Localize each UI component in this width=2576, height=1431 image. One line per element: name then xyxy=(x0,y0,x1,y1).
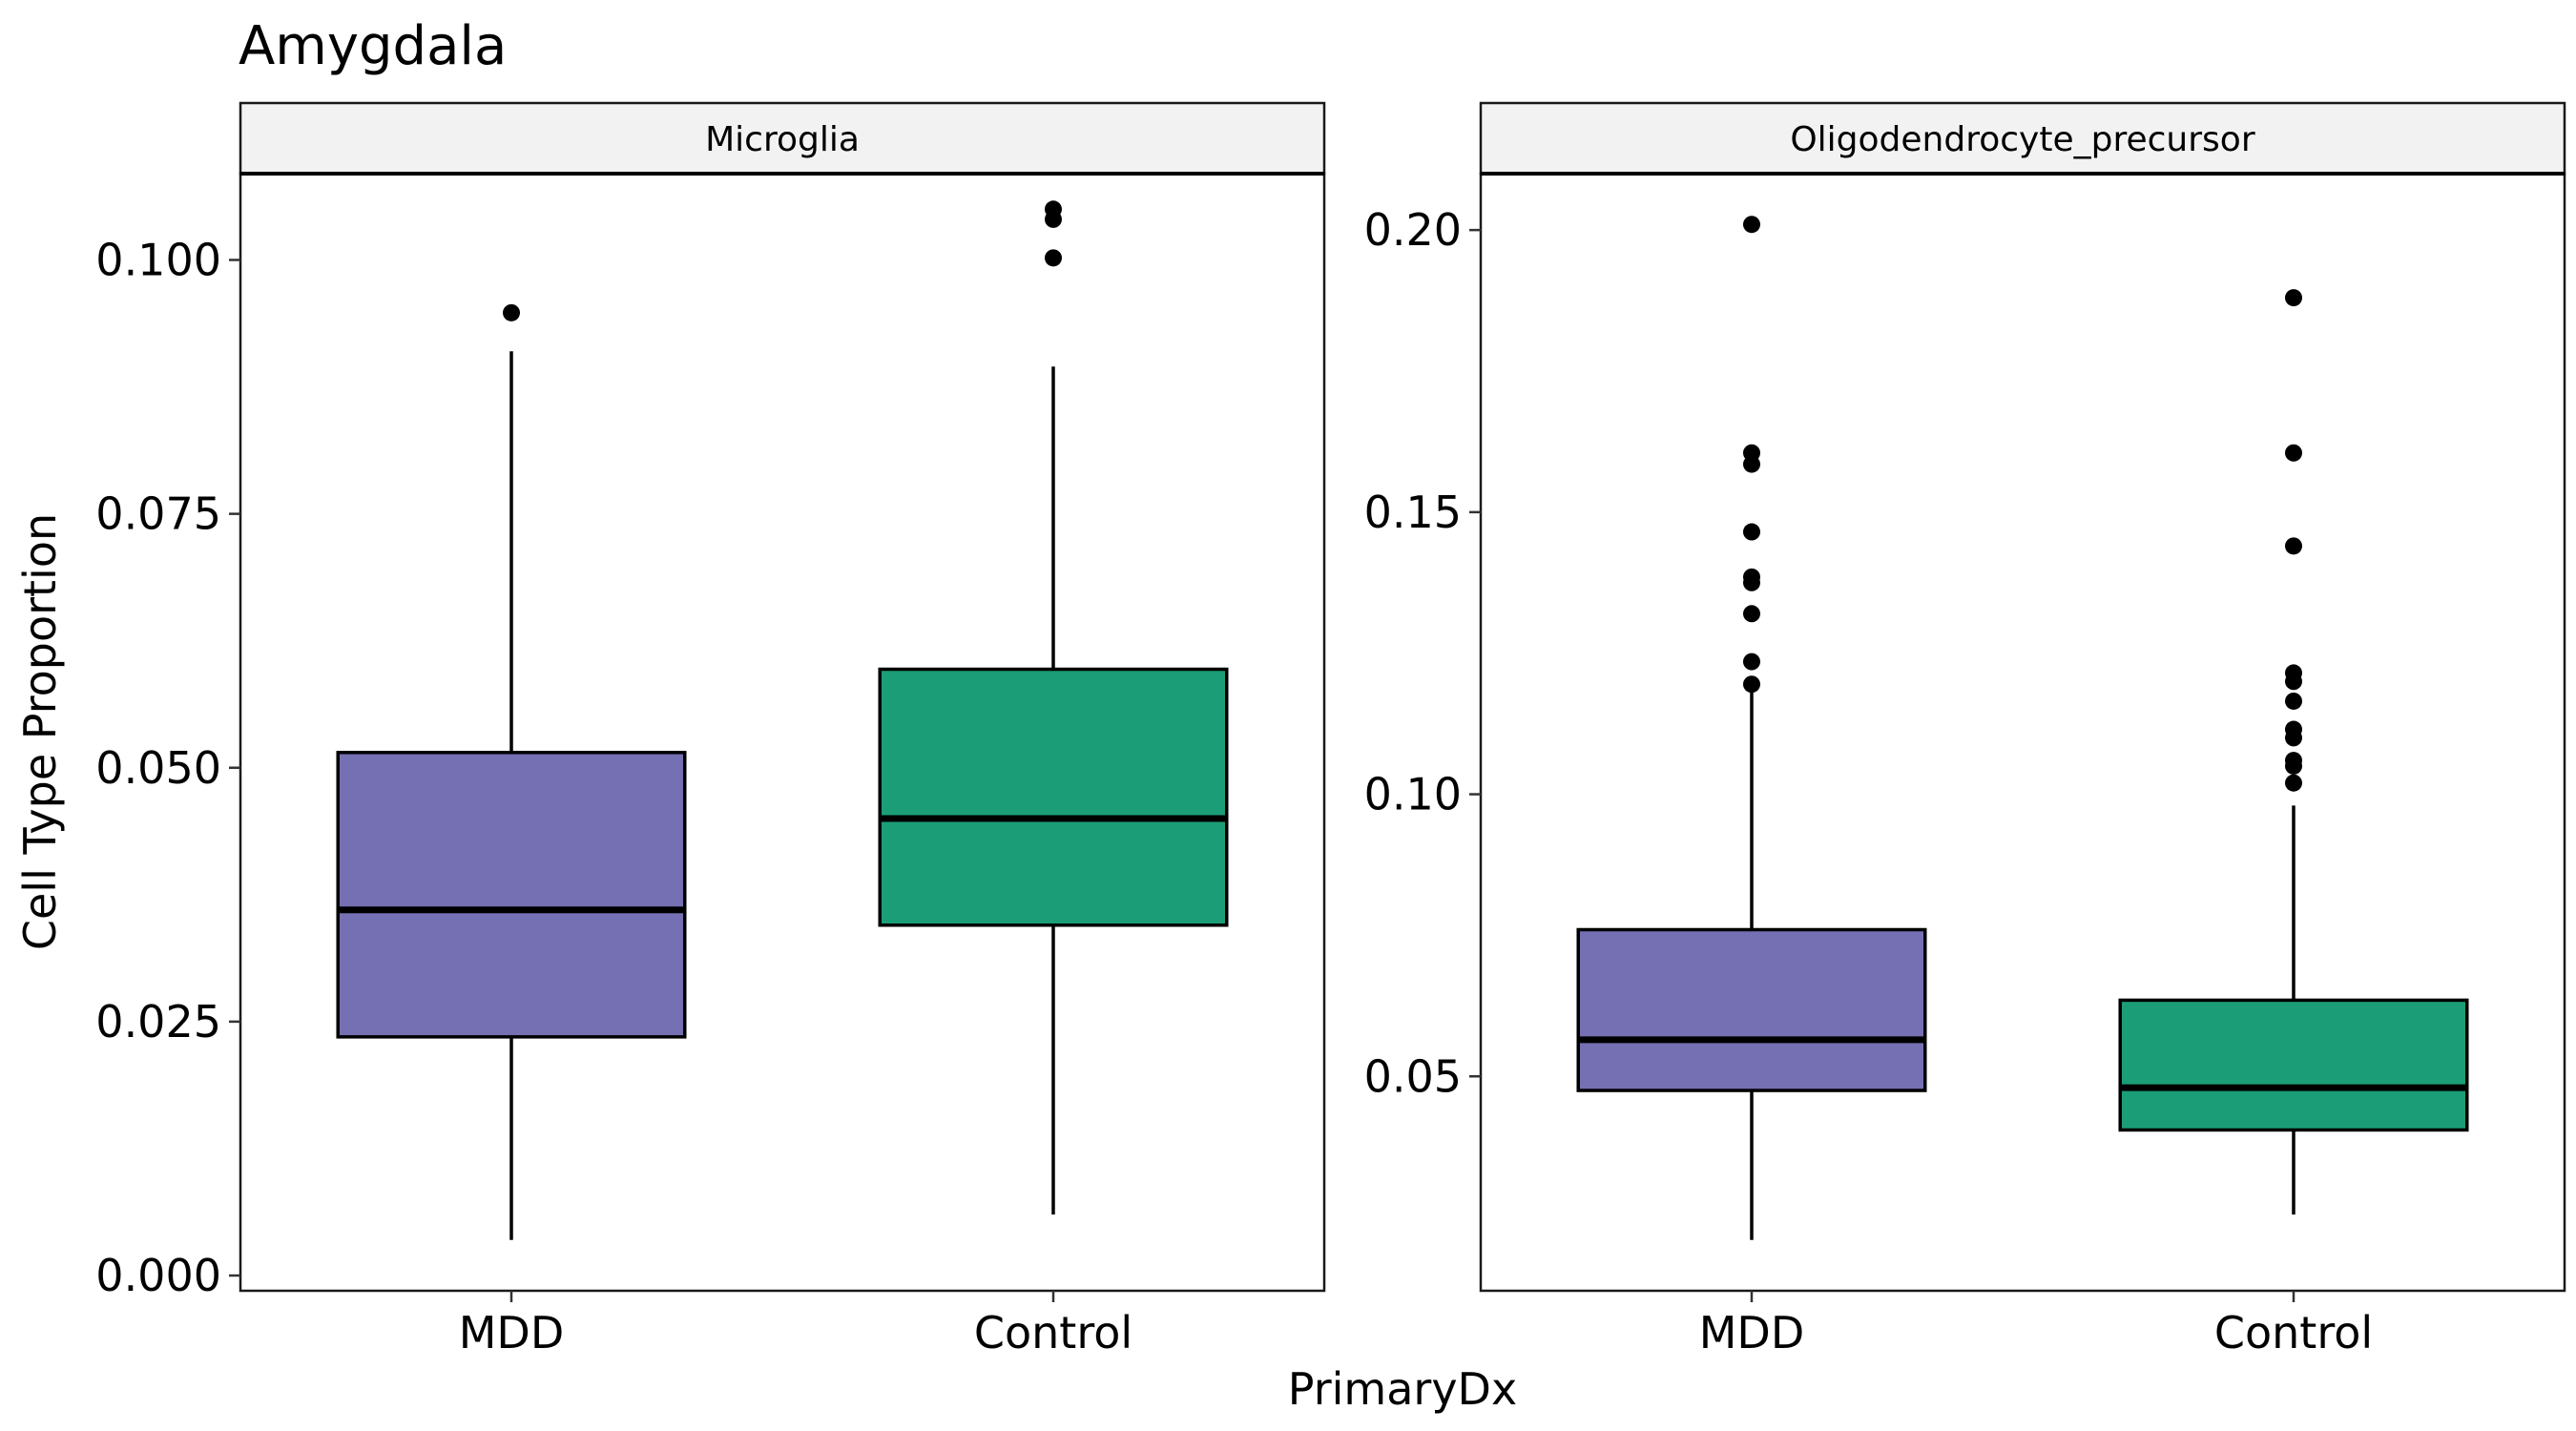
box-control xyxy=(2118,998,2469,1132)
y-tick-label: 0.05 xyxy=(1364,1050,1462,1102)
outlier-point xyxy=(2285,720,2302,738)
outlier-point xyxy=(1743,605,1760,623)
y-tick-label: 0.050 xyxy=(95,742,221,794)
panel-0: Microglia 0.000 0.025 0.050 0.075 0.100 MDD Con… xyxy=(95,101,1326,1358)
strip-label: Microglia xyxy=(705,120,860,159)
y-tick-label: 0.075 xyxy=(95,488,221,540)
chart-title: Amygdala xyxy=(239,15,507,77)
outlier-point xyxy=(2285,692,2302,710)
x-tick-label: MDD xyxy=(1699,1307,1805,1358)
panel-1: Oligodendrocyte_precursor 0.05 0.10 0.15 0.2… xyxy=(1364,101,2566,1358)
y-tick-label: 0.000 xyxy=(95,1250,221,1301)
outlier-point xyxy=(1045,249,1062,267)
outlier-point xyxy=(1743,216,1760,234)
box-mdd xyxy=(1576,927,1927,1092)
outlier-point xyxy=(2285,774,2302,792)
y-tick-label: 0.15 xyxy=(1364,487,1462,538)
x-axis-label: PrimaryDx xyxy=(1288,1363,1517,1415)
strip-label: Oligodendrocyte_precursor xyxy=(1790,120,2254,159)
box-mdd xyxy=(336,751,687,1039)
box-control xyxy=(878,667,1229,927)
outlier-point xyxy=(2285,444,2302,462)
facet-panels: Microglia 0.000 0.025 0.050 0.075 0.100 MDD Con… xyxy=(95,101,2566,1358)
strip-background xyxy=(1479,101,2566,176)
outlier-point xyxy=(2285,664,2302,682)
outlier-point xyxy=(1045,200,1062,218)
strip-background xyxy=(239,101,1326,176)
outlier-point xyxy=(1743,523,1760,541)
outlier-point xyxy=(503,303,520,321)
x-tick-label: Control xyxy=(974,1307,1132,1358)
y-tick-label: 0.100 xyxy=(95,234,221,285)
outlier-point xyxy=(1743,568,1760,586)
y-tick-label: 0.10 xyxy=(1364,769,1462,820)
y-tick-label: 0.025 xyxy=(95,996,221,1047)
outlier-point xyxy=(1743,675,1760,694)
outlier-point xyxy=(1743,653,1760,671)
outlier-point xyxy=(2285,752,2302,770)
x-tick-label: Control xyxy=(2214,1307,2373,1358)
outlier-point xyxy=(2285,289,2302,307)
outlier-point xyxy=(2285,537,2302,555)
y-tick-label: 0.20 xyxy=(1364,204,1462,256)
outlier-point xyxy=(1743,444,1760,462)
y-axis-label: Cell Type Proportion xyxy=(14,513,66,950)
x-tick-label: MDD xyxy=(459,1307,565,1358)
